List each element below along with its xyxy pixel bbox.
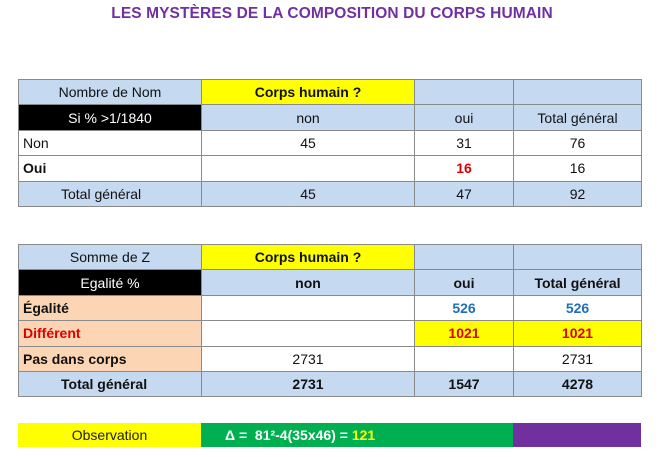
total-row: Total général 45 47 92: [18, 180, 642, 207]
pivot-table-somme-de-z: Somme de Z Corps humain ? Egalité % non …: [18, 243, 642, 398]
cell-total[interactable]: 1021: [513, 320, 642, 347]
cell-non[interactable]: [201, 320, 415, 347]
row-label[interactable]: Différent: [18, 320, 202, 347]
pivot-column-field[interactable]: Corps humain ?: [201, 243, 415, 271]
cell-oui[interactable]: 31: [414, 129, 514, 157]
table-subheader-row: Si % >1/1840 non oui Total général: [18, 104, 642, 131]
column-header-oui[interactable]: oui: [414, 104, 514, 131]
cell-oui[interactable]: 1021: [414, 320, 514, 347]
cell-non[interactable]: 2731: [201, 345, 415, 372]
cell-total[interactable]: 16: [513, 155, 642, 182]
pivot-corner-label[interactable]: Somme de Z: [18, 243, 202, 271]
row-label[interactable]: Non: [18, 129, 202, 157]
column-header-total[interactable]: Total général: [513, 269, 642, 296]
pivot-column-field[interactable]: Corps humain ?: [201, 78, 415, 106]
empty-header-cell: [513, 243, 642, 271]
observation-formula[interactable]: Δ = 81²-4(35x46) = 121: [201, 423, 513, 447]
table-row: Différent 1021 1021: [18, 320, 642, 347]
pivot-filter-label[interactable]: Si % >1/1840: [18, 104, 202, 131]
pivot-filter-label[interactable]: Egalité %: [18, 269, 202, 296]
cell-non[interactable]: [201, 155, 415, 182]
cell-oui[interactable]: 526: [414, 294, 514, 322]
table-header-row: Nombre de Nom Corps humain ?: [18, 78, 642, 106]
table-row: Non 45 31 76: [18, 129, 642, 157]
cell-oui[interactable]: 16: [414, 155, 514, 182]
cell-total[interactable]: 2731: [513, 345, 642, 372]
total-row-label[interactable]: Total général: [18, 180, 202, 207]
cell-total[interactable]: 76: [513, 129, 642, 157]
column-header-oui[interactable]: oui: [414, 269, 514, 296]
row-label[interactable]: Oui: [18, 155, 202, 182]
observation-bar: Observation Δ = 81²-4(35x46) = 121: [18, 423, 641, 447]
pivot-corner-label[interactable]: Nombre de Nom: [18, 78, 202, 106]
cell-non[interactable]: 45: [201, 129, 415, 157]
empty-header-cell: [513, 78, 642, 106]
row-label[interactable]: Pas dans corps: [18, 345, 202, 372]
column-header-non[interactable]: non: [201, 104, 415, 131]
cell-oui[interactable]: [414, 345, 514, 372]
total-non[interactable]: 2731: [201, 370, 415, 398]
formula-result: 121: [351, 427, 376, 443]
cell-non[interactable]: [201, 294, 415, 322]
formula-text: Δ = 81²-4(35x46) =: [225, 427, 352, 443]
table-subheader-row: Egalité % non oui Total général: [18, 269, 642, 296]
total-non[interactable]: 45: [201, 180, 415, 207]
empty-header-cell: [414, 243, 514, 271]
total-oui[interactable]: 1547: [414, 370, 514, 398]
cell-total[interactable]: 526: [513, 294, 642, 322]
observation-label[interactable]: Observation: [18, 423, 201, 447]
empty-header-cell: [414, 78, 514, 106]
pivot-table-nombre-de-nom: Nombre de Nom Corps humain ? Si % >1/184…: [18, 78, 642, 207]
column-header-non[interactable]: non: [201, 269, 415, 296]
column-header-total[interactable]: Total général: [513, 104, 642, 131]
total-total[interactable]: 92: [513, 180, 642, 207]
total-row: Total général 2731 1547 4278: [18, 370, 642, 398]
table-row: Pas dans corps 2731 2731: [18, 345, 642, 372]
total-row-label[interactable]: Total général: [18, 370, 202, 398]
total-oui[interactable]: 47: [414, 180, 514, 207]
page-title: LES MYSTÈRES DE LA COMPOSITION DU CORPS …: [111, 5, 553, 22]
table-row: Égalité 526 526: [18, 294, 642, 322]
table-row: Oui 16 16: [18, 155, 642, 182]
observation-purple-cell: [513, 423, 641, 447]
row-label[interactable]: Égalité: [18, 294, 202, 322]
total-total[interactable]: 4278: [513, 370, 642, 398]
table-header-row: Somme de Z Corps humain ?: [18, 243, 642, 271]
